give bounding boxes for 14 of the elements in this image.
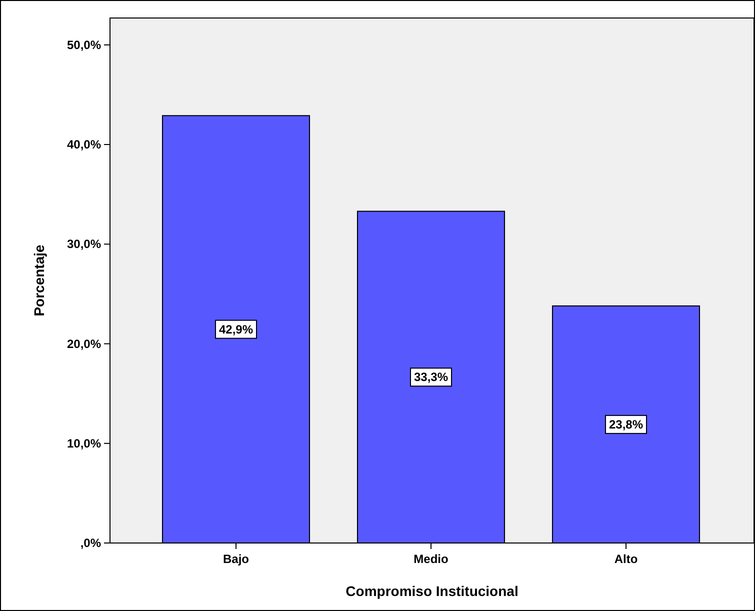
y-tick-label: 30,0% (66, 237, 102, 252)
y-tick-label: 40,0% (66, 138, 102, 152)
y-tick-label: ,0% (80, 536, 102, 550)
y-tick-label: 50,0% (66, 38, 102, 52)
y-tick-label: 10,0% (66, 436, 102, 450)
x-tick-label: Medio (414, 552, 448, 566)
data-label: 33,3% (414, 370, 448, 384)
data-label: 42,9% (218, 322, 254, 336)
x-axis-title: Compromiso Institucional (346, 583, 518, 599)
x-tick-label: Alto (614, 552, 638, 566)
y-axis-title: Porcentaje (31, 244, 47, 316)
data-label: 23,8% (608, 417, 644, 432)
y-tick-label: 20,0% (66, 336, 102, 351)
x-tick-label: Bajo (222, 552, 250, 566)
